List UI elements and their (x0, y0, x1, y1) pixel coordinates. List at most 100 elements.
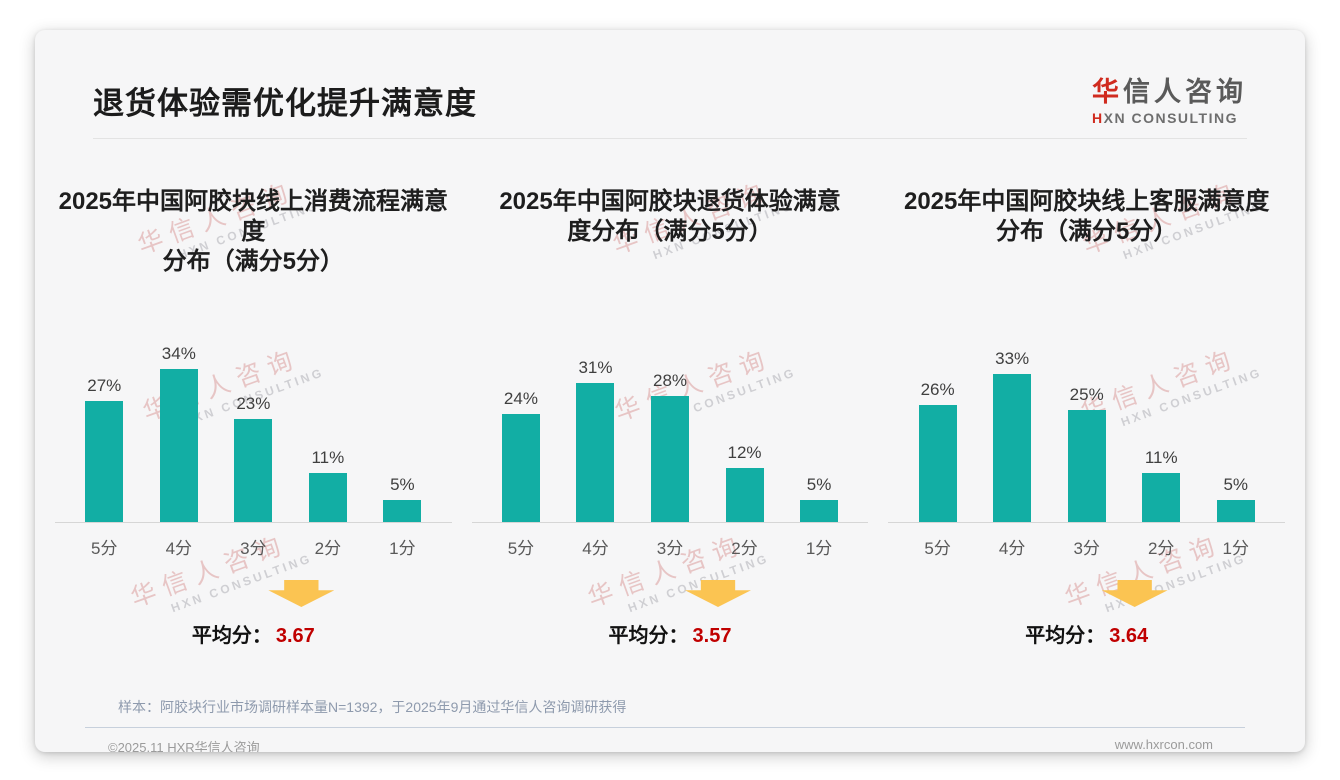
bar-value-label: 27% (87, 375, 122, 395)
category-label: 5分 (91, 539, 118, 558)
category-label: 5分 (924, 539, 951, 558)
bar-value-label: 31% (578, 357, 613, 377)
average-label: 平均分： (191, 625, 272, 647)
header-divider (93, 138, 1247, 139)
report-slide: 华信人咨询 HXN CONSULTING 华信人咨询 HXN CONSULTING 华信… (35, 30, 1305, 752)
category-label: 4分 (998, 539, 1026, 558)
bar (651, 396, 689, 522)
company-logo: 华信人咨询 HXN CONSULTING (1092, 70, 1247, 126)
x-axis-line (55, 522, 452, 523)
plot-area: 26% 33% 25% 11% 5% (886, 344, 1287, 522)
bar-group: 33% (975, 348, 1050, 522)
bar-group: 26% (900, 380, 975, 522)
bar-value-label: 34% (161, 344, 196, 363)
copyright-text: ©2025.11 HXR华信人咨询 (108, 740, 260, 752)
bar-chart: 2025年中国阿胶块线上消费流程满意度 分布（满分5分） 27% 34% 23% 11%… (53, 187, 454, 648)
bar-value-label: 23% (236, 393, 271, 413)
chart-title: 2025年中国阿胶块线上消费流程满意度 分布（满分5分） (58, 188, 449, 275)
category-label: 1分 (805, 539, 833, 558)
bar-chart: 2025年中国阿胶块退货体验满意 度分布（满分5分） 24% 31% 28% 12% 5%… (470, 187, 871, 648)
bar-value-label: 12% (727, 443, 762, 462)
average-label: 平均分： (1025, 625, 1106, 647)
slide-header: 退货体验需优化提升满意度 华信人咨询 HXN CONSULTING (35, 30, 1305, 126)
bar-value-label: 5% (806, 474, 832, 494)
bar-group: 11% (291, 447, 366, 522)
bar (725, 468, 764, 522)
logo-cn-accent: 华 (1092, 77, 1123, 107)
bar (308, 472, 347, 522)
logo-en-accent: H (1092, 110, 1104, 126)
page-title: 退货体验需优化提升满意度 (93, 86, 477, 121)
category-label: 1分 (389, 539, 416, 558)
bar-value-label: 11% (1144, 447, 1178, 467)
bar-group: 23% (216, 393, 291, 522)
bar-group: 5% (1198, 474, 1273, 522)
bar (800, 499, 839, 522)
average-value: 3.57 (692, 625, 732, 647)
bar-group: 28% (633, 371, 708, 522)
bar-value-label: 26% (920, 380, 955, 399)
footer-divider (85, 727, 1245, 728)
bar (1216, 499, 1255, 522)
average-value: 3.64 (1109, 625, 1149, 647)
bar-group: 5% (365, 474, 440, 522)
bar-group: 34% (142, 344, 217, 522)
bar-value-label: 25% (1069, 384, 1104, 404)
down-arrow-icon (1101, 580, 1168, 607)
bar-group: 11% (1124, 447, 1199, 522)
bar-group: 12% (707, 443, 782, 522)
x-axis-line (888, 522, 1286, 523)
down-arrow-icon (268, 580, 335, 607)
average-row: 平均分： 3.64 (886, 619, 1287, 648)
bar (1142, 472, 1181, 522)
bar-value-label: 24% (503, 389, 538, 408)
bar-value-label: 5% (1223, 474, 1249, 494)
bar-group: 31% (558, 357, 633, 522)
logo-cn-rest: 信人咨询 (1123, 77, 1247, 107)
average-row: 平均分： 3.67 (53, 619, 454, 648)
category-label: 5分 (507, 539, 535, 558)
bar-group: 25% (1049, 384, 1124, 522)
category-label: 1分 (1222, 539, 1249, 558)
bar (85, 400, 124, 522)
bar-chart: 2025年中国阿胶块线上客服满意度 分布（满分5分） 26% 33% 25% 11% 5%… (886, 187, 1287, 648)
category-label: 4分 (582, 539, 609, 558)
bar (383, 499, 422, 522)
chart-title: 2025年中国阿胶块退货体验满意 度分布（满分5分） (499, 188, 841, 245)
chart-title: 2025年中国阿胶块线上客服满意度 分布（满分5分） (903, 188, 1270, 245)
bar-value-label: 33% (995, 348, 1030, 368)
bar-group: 5% (782, 474, 857, 522)
category-label: 3分 (1073, 539, 1100, 558)
average-value: 3.67 (275, 625, 315, 647)
bar-group: 24% (484, 389, 559, 522)
bar (159, 369, 198, 522)
website-text: www.hxrcon.com (1114, 737, 1213, 752)
category-label: 2分 (1147, 539, 1175, 558)
category-label: 3分 (656, 539, 684, 558)
charts-row: 2025年中国阿胶块线上消费流程满意度 分布（满分5分） 27% 34% 23% 11%… (35, 139, 1305, 648)
plot-area: 24% 31% 28% 12% 5% (470, 344, 871, 522)
logo-chinese-name: 华信人咨询 (1092, 70, 1247, 109)
bar-value-label: 5% (390, 474, 415, 494)
logo-english-name: HXN CONSULTING (1092, 110, 1247, 126)
bar (993, 373, 1032, 522)
bar-value-label: 11% (311, 447, 345, 467)
down-arrow-icon (685, 580, 751, 607)
bar-group: 27% (67, 375, 142, 522)
logo-en-rest: XN CONSULTING (1103, 110, 1238, 126)
category-label: 3分 (240, 539, 267, 558)
bar (576, 382, 615, 522)
plot-area: 27% 34% 23% 11% 5% (53, 344, 454, 522)
category-label: 2分 (731, 539, 758, 558)
categories-row: 5分 4分 3分 2分 1分 (53, 534, 454, 559)
average-label: 平均分： (608, 625, 689, 647)
bar (234, 418, 273, 522)
bar-value-label: 28% (652, 371, 688, 390)
average-row: 平均分： 3.57 (470, 619, 871, 648)
x-axis-line (471, 522, 869, 523)
categories-row: 5分 4分 3分 2分 1分 (886, 534, 1287, 559)
category-label: 4分 (165, 539, 193, 558)
category-label: 2分 (314, 539, 342, 558)
sample-note: 样本：阿胶块行业市场调研样本量N=1392，于2025年9月通过华信人咨询调研获… (118, 699, 627, 715)
footer-row: ©2025.11 HXR华信人咨询 www.hxrcon.com (108, 737, 1213, 752)
